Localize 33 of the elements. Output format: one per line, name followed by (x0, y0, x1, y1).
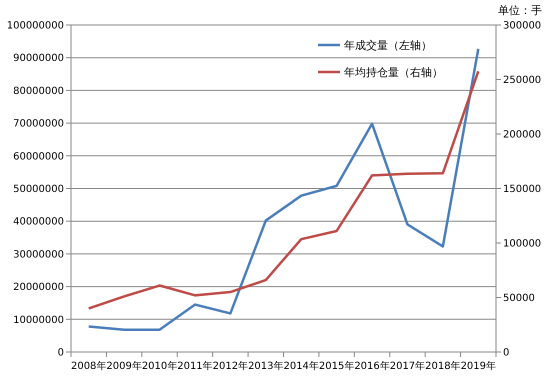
x-tick-label: 2016年 (354, 360, 390, 372)
y2-tick-label: 100000 (503, 238, 542, 250)
y-tick-label: 80000000 (13, 86, 64, 97)
y-tick-label: 40000000 (13, 216, 64, 228)
x-tick-label: 2019年 (460, 360, 496, 372)
y-tick-label: 20000000 (13, 282, 64, 294)
x-tick-label: 2011年 (177, 360, 213, 372)
x-tick-label: 2010年 (142, 360, 178, 372)
y-tick-label: 60000000 (13, 151, 64, 162)
y2-tick-label: 250000 (503, 75, 542, 86)
y-tick-label: 70000000 (13, 118, 64, 130)
y-tick-label: 30000000 (13, 249, 64, 260)
legend-label: 年均持仓量（右轴） (344, 66, 443, 79)
y-tick-label: 90000000 (13, 53, 64, 64)
y-tick-label: 0 (58, 348, 64, 358)
y2-tick-label: 0 (503, 348, 510, 358)
y-tick-label: 100000000 (6, 20, 64, 32)
x-tick-label: 2009年 (106, 360, 142, 372)
x-tick-label: 2015年 (318, 360, 354, 372)
legend-label: 年成交量（左轴） (344, 38, 432, 52)
y2-tick-label: 150000 (503, 184, 542, 195)
y2-tick-label: 50000 (503, 293, 535, 304)
x-tick-label: 2008年 (70, 360, 106, 372)
y2-tick-label: 300000 (503, 20, 542, 32)
x-tick-label: 2018年 (425, 360, 461, 372)
x-tick-label: 2013年 (248, 360, 284, 372)
text: 单位：手 (498, 4, 542, 17)
x-tick-label: 2014年 (283, 360, 319, 372)
x-tick-label: 2017年 (390, 360, 426, 372)
x-tick-label: 2012年 (212, 360, 248, 372)
y-tick-label: 10000000 (13, 314, 64, 326)
y2-tick-label: 200000 (503, 130, 542, 140)
y-tick-label: 50000000 (13, 184, 64, 195)
